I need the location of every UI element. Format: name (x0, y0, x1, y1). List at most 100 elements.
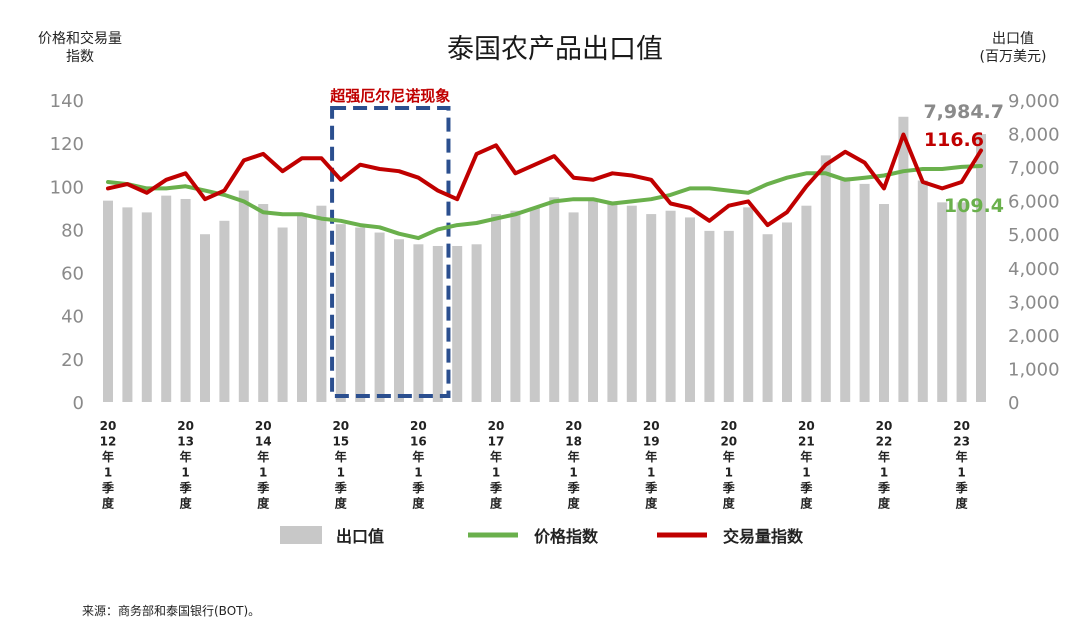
export-value-bar (471, 244, 482, 402)
x-tick-label-line: 1 (492, 466, 500, 480)
x-tick-label-line: 20 (177, 419, 194, 433)
x-tick-label: 20 15年 1季度 (332, 419, 349, 511)
right-tick-label: 8,000 (1008, 125, 1060, 146)
chart-title: 泰国农产品出口值 (447, 34, 663, 65)
export-value-bar (607, 202, 618, 402)
export-value-bar (452, 245, 463, 402)
x-tick-label-line: 季 (334, 480, 348, 495)
export-value-bar (355, 227, 366, 402)
export-value-bar (626, 205, 637, 402)
x-tick-label: 20 18年 1季度 (565, 419, 582, 511)
x-tick-label-line: 度 (956, 496, 969, 511)
export-value-bar (374, 232, 385, 402)
export-value-bar (743, 207, 754, 402)
x-tick-label-line: 20 (720, 419, 737, 433)
export-value-bar (976, 134, 986, 402)
x-tick-label-line: 季 (179, 480, 193, 495)
x-tick-label-line: 20 (953, 419, 970, 433)
x-tick-label-line: 16 (410, 435, 427, 449)
x-tick-label-line: 季 (877, 480, 891, 495)
x-tick-label-line: 度 (102, 496, 115, 511)
x-tick-label: 20 12年 1季度 (100, 419, 117, 511)
export-value-bar (820, 155, 831, 402)
last-volume-index-label: 116.6 (924, 129, 984, 151)
x-tick-label-line: 年 (568, 449, 580, 464)
x-tick-label-line: 20 (720, 435, 737, 449)
export-value-bar (200, 234, 210, 402)
x-tick-label-line: 20 (100, 419, 117, 433)
x-tick-label-line: 度 (878, 496, 891, 511)
x-tick-label-line: 年 (412, 449, 424, 464)
x-tick-label-line: 1 (647, 466, 655, 480)
export-value-bar (917, 180, 928, 402)
export-value-bar (122, 207, 133, 402)
export-value-bar (549, 197, 560, 402)
x-tick-label-line: 季 (722, 480, 736, 495)
export-value-bar (219, 220, 230, 402)
legend-label: 出口值 (336, 527, 384, 546)
x-tick-label-line: 1 (802, 466, 810, 480)
x-tick-label-line: 季 (489, 480, 503, 495)
right-tick-label: 3,000 (1008, 292, 1060, 313)
legend-swatch-bar (280, 526, 322, 544)
x-tick-label: 20 19年 1季度 (643, 419, 660, 511)
x-tick-label-line: 19 (643, 435, 660, 449)
right-tick-label: 6,000 (1008, 192, 1060, 213)
x-tick-label-line: 度 (723, 496, 736, 511)
export-value-bar (238, 190, 249, 402)
x-tick-label-line: 年 (180, 449, 192, 464)
x-tick-label: 20 22年 1季度 (876, 419, 893, 511)
x-tick-label-line: 年 (335, 449, 347, 464)
legend-label: 价格指数 (534, 527, 599, 546)
x-tick-label-line: 1 (104, 466, 112, 480)
x-tick-label: 20 13年 1季度 (177, 419, 194, 511)
el-nino-box (330, 106, 451, 398)
export-value-bar (840, 177, 851, 402)
x-tick-label-line: 1 (181, 466, 189, 480)
export-value-bar (801, 205, 812, 402)
x-tick-label-line: 年 (102, 449, 114, 464)
volume-index-line (106, 132, 983, 228)
export-value-bar (704, 230, 715, 402)
export-value-bar (180, 198, 191, 402)
source-note: 来源：商务部和泰国银行(BOT)。 (82, 603, 260, 618)
x-tick-label-line: 年 (878, 449, 890, 464)
right-tick-label: 7,000 (1008, 158, 1060, 179)
price-index-line (106, 164, 983, 241)
el-nino-annotation: 超强厄尔尼诺现象 (329, 87, 451, 398)
export-value-bar (937, 202, 948, 402)
x-tick-label-line: 12 (100, 435, 117, 449)
last-export-value-label: 7,984.7 (923, 101, 1004, 123)
left-tick-label: 140 (50, 91, 84, 112)
x-tick-label-line: 年 (723, 449, 735, 464)
export-value-bar (665, 210, 676, 402)
x-tick-label-line: 20 (798, 419, 815, 433)
x-tick-label-line: 1 (957, 466, 965, 480)
x-tick-label-line: 季 (799, 480, 813, 495)
right-tick-label: 9,000 (1008, 91, 1060, 112)
export-value-bar (491, 214, 501, 402)
x-tick-label-line: 14 (255, 435, 272, 449)
export-value-bar (723, 230, 734, 402)
x-tick-label-line: 度 (180, 496, 193, 511)
export-value-bar (103, 200, 113, 402)
x-tick-label-line: 季 (955, 480, 969, 495)
export-value-bar (529, 207, 540, 402)
x-tick-label-line: 1 (259, 466, 267, 480)
x-tick-label-line: 18 (565, 435, 582, 449)
x-tick-label-line: 季 (644, 480, 658, 495)
legend-label: 交易量指数 (723, 527, 804, 546)
x-tick-label-line: 季 (256, 480, 270, 495)
export-value-bar (568, 212, 579, 402)
end-value-labels: 7,984.7 116.6 109.4 (923, 101, 1004, 217)
right-tick-label: 0 (1008, 393, 1019, 414)
export-value-bar (413, 244, 424, 402)
right-tick-label: 2,000 (1008, 326, 1060, 347)
left-tick-label: 20 (61, 350, 84, 371)
el-nino-label: 超强厄尔尼诺现象 (329, 87, 450, 105)
export-value-bar (685, 217, 695, 402)
x-tick-label-line: 季 (567, 480, 581, 495)
right-tick-label: 5,000 (1008, 225, 1060, 246)
